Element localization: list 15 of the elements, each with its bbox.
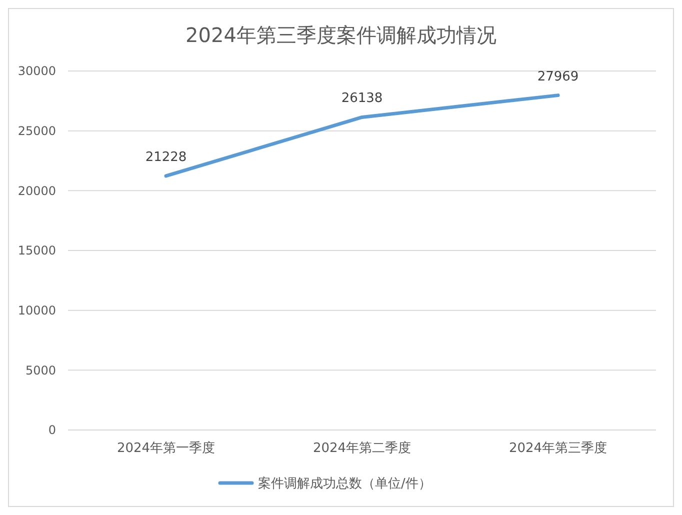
- legend-label: 案件调解成功总数（单位/件）: [258, 476, 432, 492]
- y-tick-label: 25000: [18, 124, 56, 138]
- y-tick-label: 10000: [18, 304, 56, 318]
- y-tick-label: 5000: [25, 363, 56, 378]
- y-tick-label: 15000: [18, 244, 56, 258]
- x-tick-label: 2024年第二季度: [312, 440, 412, 456]
- data-label: 27969: [537, 69, 579, 84]
- y-tick-label: 30000: [18, 64, 56, 78]
- x-tick-label: 2024年第一季度: [116, 440, 216, 456]
- y-tick-label: 20000: [18, 184, 56, 198]
- y-tick-label: 0: [48, 423, 56, 438]
- x-tick-label: 2024年第三季度: [508, 440, 608, 456]
- chart-title: 2024年第三季度案件调解成功情况: [186, 23, 496, 47]
- data-label: 21228: [145, 150, 187, 165]
- data-label: 26138: [341, 91, 383, 106]
